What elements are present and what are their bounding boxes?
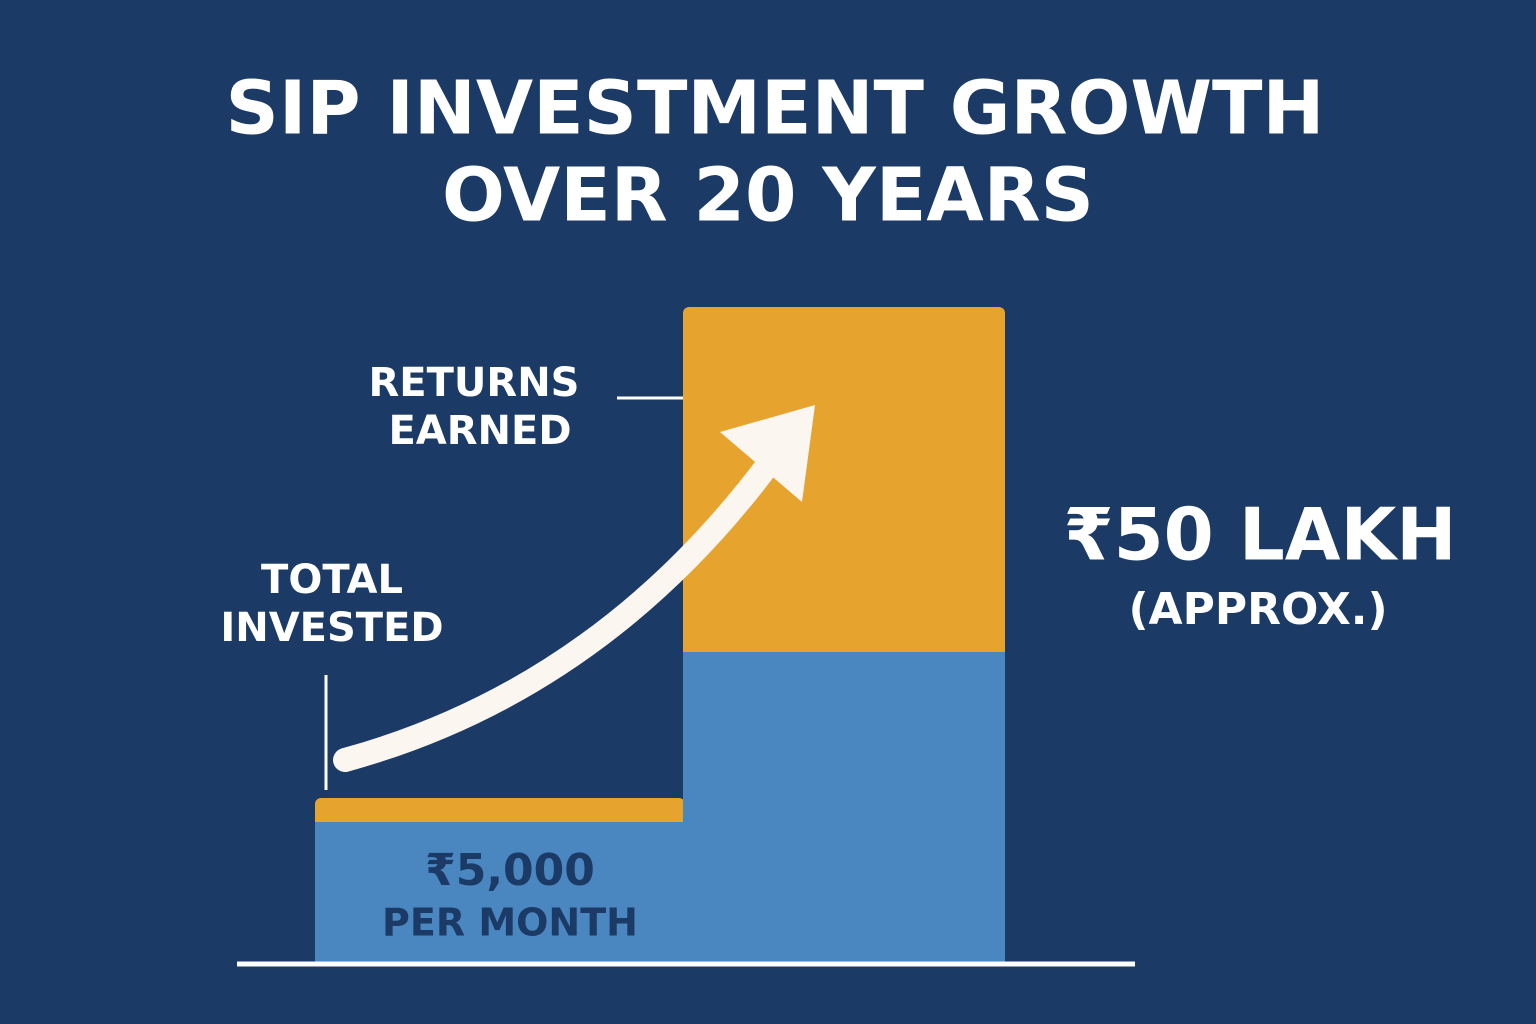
invested-label: INVESTED: [220, 605, 443, 651]
monthly-note: PER MONTH: [382, 901, 638, 945]
monthly-amount: ₹5,000: [425, 845, 595, 896]
invested-bar: [315, 822, 685, 962]
arrow-head: [720, 405, 815, 502]
total-note: (APPROX.): [1128, 584, 1387, 635]
total-amount: ₹50 LAKH: [1063, 493, 1456, 577]
returns-label: RETURNS: [369, 360, 580, 406]
returns-bar: [683, 307, 1005, 662]
growth-arrow: [333, 450, 782, 772]
invested-label: TOTAL: [261, 557, 403, 603]
returns-strip: [315, 798, 685, 828]
invested-bar: [683, 652, 1005, 962]
returns-label: EARNED: [388, 408, 571, 454]
title-line: SIP INVESTMENT GROWTH: [226, 66, 1325, 152]
title-line: OVER 20 YEARS: [442, 153, 1094, 239]
